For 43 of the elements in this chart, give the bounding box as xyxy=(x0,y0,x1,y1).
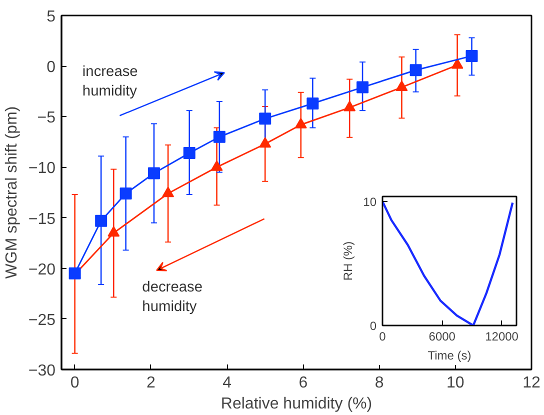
point xyxy=(108,226,120,237)
line-series xyxy=(382,200,514,326)
point xyxy=(344,100,356,112)
x-tick-label: 2 xyxy=(146,374,156,392)
annotation: decrease humidity xyxy=(142,280,202,315)
y-tick-label: −15 xyxy=(28,210,56,228)
x-axis-title: Time (s) xyxy=(428,348,472,362)
point xyxy=(213,130,226,143)
x-axis-title: Relative humidity (%) xyxy=(220,396,372,412)
y-tick-label: −30 xyxy=(28,362,56,380)
x-tick-label: 0 xyxy=(70,374,80,392)
x-tick-label: 12 xyxy=(522,374,540,392)
point xyxy=(210,160,223,171)
x-tick-label: 4 xyxy=(222,374,232,392)
point xyxy=(183,147,196,160)
point xyxy=(356,81,369,94)
y-tick-label: −10 xyxy=(28,160,56,178)
point xyxy=(95,214,108,227)
point xyxy=(259,112,272,125)
y-tick-label: −25 xyxy=(28,312,56,329)
y-tick-label: −20 xyxy=(28,261,56,278)
y-tick-label: 5 xyxy=(46,8,56,26)
point xyxy=(120,188,132,200)
point xyxy=(306,97,319,110)
point xyxy=(451,58,464,69)
point xyxy=(259,137,272,148)
y-tick-label: −5 xyxy=(37,110,56,127)
y-axis-title: RH (%) xyxy=(341,241,356,281)
annotation: increase humidity xyxy=(82,64,138,100)
point xyxy=(396,80,408,91)
y-tick-label: 0 xyxy=(46,59,56,76)
point xyxy=(466,50,478,62)
x-tick-label: 6000 xyxy=(428,330,456,344)
point xyxy=(148,167,160,180)
point xyxy=(410,64,422,76)
point xyxy=(162,186,174,198)
x-tick-label: 8 xyxy=(374,374,384,392)
x-tick-label: 10 xyxy=(446,374,464,392)
x-tick-label: 12000 xyxy=(485,330,519,344)
x-tick-label: 6 xyxy=(298,374,308,392)
x-tick-label: 0 xyxy=(379,330,386,344)
point xyxy=(294,118,307,128)
y-axis-title: WGM spectral shift (pm) xyxy=(3,106,20,279)
